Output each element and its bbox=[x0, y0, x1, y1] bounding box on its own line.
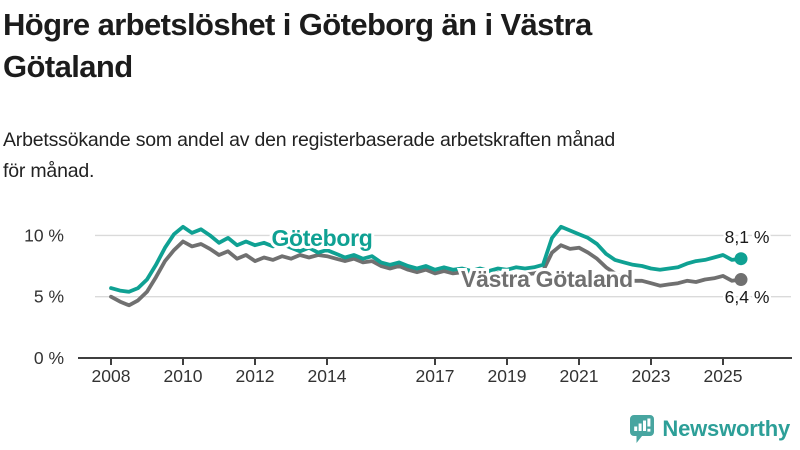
newsworthy-wordmark: Newsworthy bbox=[662, 416, 790, 441]
chart-subtitle: Arbetssökande som andel av den registerb… bbox=[3, 125, 773, 187]
x-tick-label: 2010 bbox=[164, 366, 203, 386]
y-tick-label: 0 % bbox=[34, 348, 64, 368]
subtitle-line-1: Arbetssökande som andel av den registerb… bbox=[3, 129, 616, 151]
series-line-g-teborg bbox=[109, 224, 743, 294]
value-label-v-stra-g-taland: 6,4 % bbox=[725, 287, 770, 307]
newsworthy-logo: Newsworthy bbox=[629, 414, 790, 444]
x-tick-label: 2012 bbox=[236, 366, 275, 386]
unemployment-line-chart: 2008 2010 2012 2014 2017 2019 2021 2023 2025 0 % 5… bbox=[24, 222, 792, 386]
series-label-v-stra-g-taland: Västra Götaland bbox=[461, 266, 633, 292]
x-tick-label: 2025 bbox=[704, 366, 743, 386]
page-title: Högre arbetslöshet i Göteborg än i Västr… bbox=[3, 4, 773, 88]
series-line-v-stra-g-taland bbox=[109, 239, 743, 308]
newsworthy-icon bbox=[630, 415, 655, 443]
x-tick-label: 2014 bbox=[308, 366, 347, 386]
series-end-dot-v-stra-g-taland bbox=[734, 273, 748, 287]
x-tick-label: 2023 bbox=[632, 366, 671, 386]
x-tick-label: 2019 bbox=[488, 366, 527, 386]
chart-header: Högre arbetslöshet i Göteborg än i Västr… bbox=[3, 4, 773, 187]
x-tick-label: 2017 bbox=[416, 366, 455, 386]
x-tick-label: 2008 bbox=[92, 366, 131, 386]
subtitle-line-2: för månad. bbox=[3, 160, 95, 182]
x-tick-label: 2021 bbox=[560, 366, 599, 386]
series-label-g-teborg: Göteborg bbox=[271, 225, 372, 251]
value-label-g-teborg: 8,1 % bbox=[725, 227, 770, 247]
y-tick-label: 10 % bbox=[24, 225, 64, 245]
y-tick-label: 5 % bbox=[34, 287, 64, 307]
series-end-dot-g-teborg bbox=[734, 252, 748, 266]
title-line-1: Högre arbetslöshet i Göteborg än i Västr… bbox=[3, 7, 592, 42]
title-line-2: Götaland bbox=[3, 49, 133, 84]
